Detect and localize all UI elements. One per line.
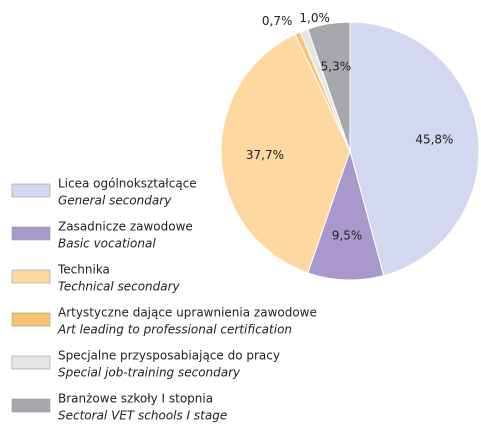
legend-swatch [11, 183, 51, 198]
data-label: 9,5% [332, 229, 363, 243]
legend-label-en: Basic vocational [58, 237, 156, 251]
legend-label-en: Sectoral VET schools I stage [58, 409, 227, 423]
pie-slice [307, 149, 385, 281]
legend-swatch [11, 269, 51, 284]
legend-label: Artystyczne dające uprawnienia zawodowe [58, 306, 317, 320]
data-label: 45,8% [415, 132, 453, 146]
legend-label-en: Art leading to professional certificatio… [57, 323, 292, 337]
legend-label: Specjalne przysposabiające do pracy [58, 349, 280, 363]
legend-swatch [11, 312, 51, 327]
legend-label: Licea ogólnokształcące [58, 177, 197, 191]
data-label: 5,3% [321, 60, 352, 74]
legend-swatch [11, 398, 51, 413]
pie-slice [349, 21, 480, 277]
legend-label-en: Special job-training secondary [58, 366, 241, 380]
data-label: 37,7% [246, 148, 284, 162]
legend-label: Branżowe szkoły I stopnia [58, 392, 213, 406]
legend-swatch [11, 355, 51, 370]
legend-swatch [11, 226, 51, 241]
legend-label-en: Technical secondary [58, 280, 181, 294]
data-label: 0,7% [262, 14, 293, 28]
pie-slice [220, 33, 351, 274]
legend-label-en: General secondary [58, 194, 172, 208]
data-label: 1,0% [299, 11, 330, 25]
pie-slice [307, 21, 351, 152]
legend-label: Technika [57, 263, 110, 277]
legend-label: Zasadnicze zawodowe [58, 220, 193, 234]
